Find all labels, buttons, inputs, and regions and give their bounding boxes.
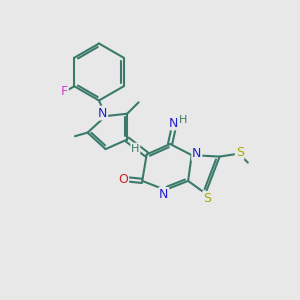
Text: F: F [61, 85, 68, 98]
Text: H: H [178, 115, 187, 125]
Text: S: S [203, 192, 211, 205]
Text: S: S [236, 146, 244, 159]
Text: H: H [131, 143, 140, 154]
Text: N: N [169, 116, 178, 130]
Text: N: N [192, 147, 202, 160]
Text: O: O [118, 173, 128, 186]
Text: N: N [159, 188, 169, 201]
Text: N: N [98, 106, 107, 120]
